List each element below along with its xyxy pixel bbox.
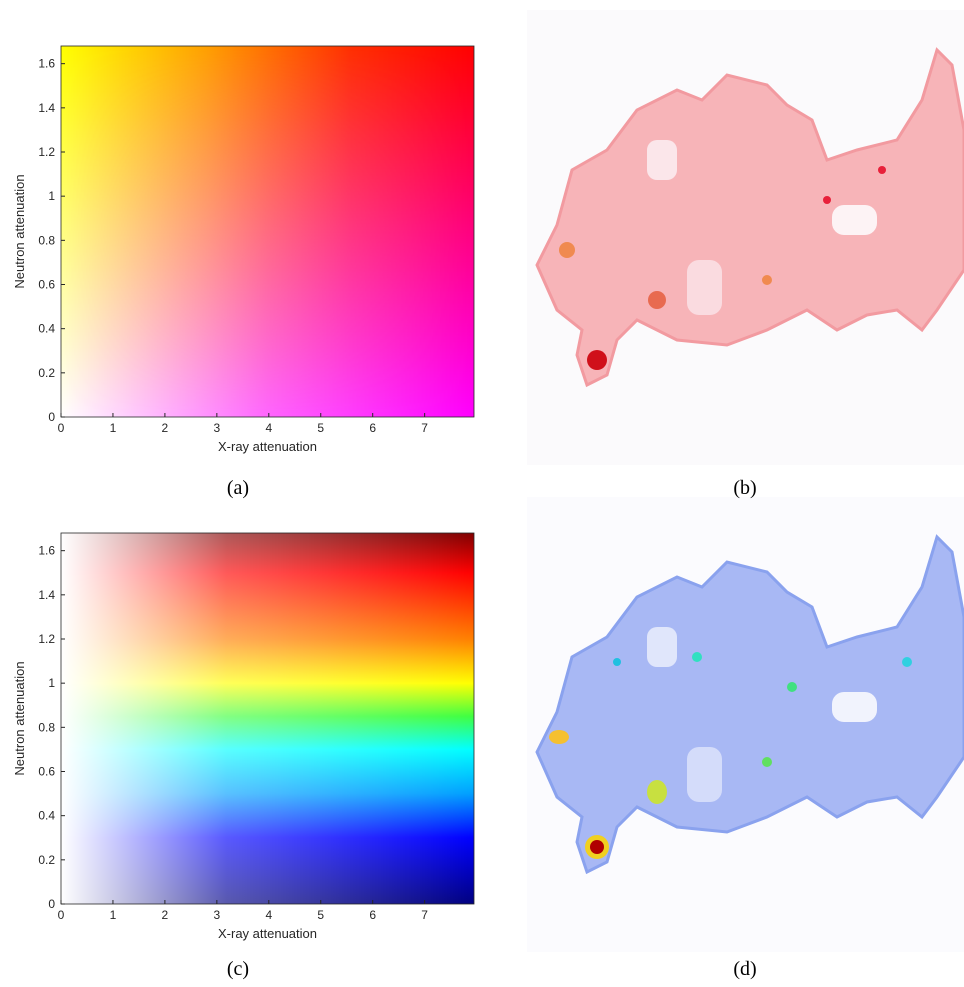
x-axis-label: X-ray attenuation bbox=[218, 926, 317, 941]
x-tick-label: 2 bbox=[162, 908, 169, 922]
axes-box bbox=[60, 45, 475, 418]
x-tick-label: 1 bbox=[110, 908, 117, 922]
x-tick-label: 0 bbox=[58, 421, 65, 435]
x-tick-label: 7 bbox=[421, 908, 428, 922]
y-tick-label: 0.6 bbox=[38, 278, 55, 292]
y-tick-label: 1 bbox=[48, 189, 55, 203]
caption: (c) bbox=[227, 958, 249, 980]
y-tick-label: 0.6 bbox=[38, 765, 55, 779]
y-tick-label: 0.4 bbox=[38, 809, 55, 823]
axes-box bbox=[60, 532, 475, 905]
x-tick-label: 4 bbox=[265, 421, 272, 435]
x-tick-label: 5 bbox=[317, 908, 324, 922]
image-d bbox=[527, 497, 964, 952]
x-axis-label: X-ray attenuation bbox=[218, 439, 317, 454]
x-tick-label: 2 bbox=[162, 421, 169, 435]
x-tick-label: 6 bbox=[369, 908, 376, 922]
x-tick-label: 0 bbox=[58, 908, 65, 922]
y-tick-label: 1.6 bbox=[38, 57, 55, 71]
x-tick-label: 6 bbox=[369, 421, 376, 435]
y-tick-label: 1 bbox=[48, 676, 55, 690]
y-tick-label: 1.2 bbox=[38, 632, 55, 646]
y-tick-label: 0 bbox=[48, 897, 55, 911]
y-tick-label: 0.4 bbox=[38, 322, 55, 336]
image-b bbox=[527, 10, 964, 465]
x-tick-label: 3 bbox=[214, 421, 221, 435]
x-tick-label: 5 bbox=[317, 421, 324, 435]
x-tick-label: 7 bbox=[421, 421, 428, 435]
x-tick-label: 4 bbox=[265, 908, 272, 922]
y-tick-label: 1.2 bbox=[38, 145, 55, 159]
y-axis-label: Neutron attenuation bbox=[12, 661, 27, 775]
y-tick-label: 0.2 bbox=[38, 366, 55, 380]
y-tick-label: 0.8 bbox=[38, 720, 55, 734]
y-tick-label: 1.4 bbox=[38, 101, 55, 115]
x-tick-label: 1 bbox=[110, 421, 117, 435]
y-axis-label: Neutron attenuation bbox=[12, 174, 27, 288]
y-tick-label: 1.6 bbox=[38, 544, 55, 558]
caption: (a) bbox=[227, 477, 249, 499]
x-tick-label: 3 bbox=[214, 908, 221, 922]
caption: (b) bbox=[733, 477, 756, 499]
y-tick-label: 0 bbox=[48, 410, 55, 424]
caption: (d) bbox=[733, 958, 756, 980]
colormap bbox=[61, 46, 474, 417]
y-tick-label: 1.4 bbox=[38, 588, 55, 602]
y-tick-label: 0.8 bbox=[38, 233, 55, 247]
colormap bbox=[61, 533, 474, 904]
y-tick-label: 0.2 bbox=[38, 853, 55, 867]
